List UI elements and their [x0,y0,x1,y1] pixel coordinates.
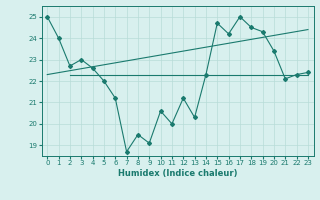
X-axis label: Humidex (Indice chaleur): Humidex (Indice chaleur) [118,169,237,178]
